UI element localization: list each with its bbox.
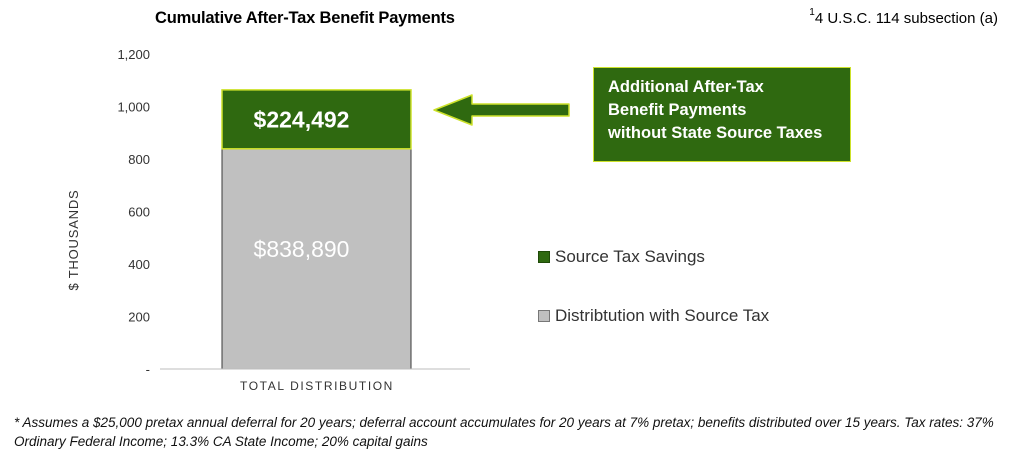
legend-item-distribution-with-tax: Distribtution with Source Tax [538,306,769,326]
bars: $838,890 $224,492 [221,89,412,370]
legend-swatch-green [538,251,550,263]
savings-callout: Additional After-Tax Benefit Payments wi… [593,67,851,162]
bar-segment-source-tax-savings [221,89,412,150]
data-label-savings: $224,492 [254,106,350,132]
bar-segment-distribution-with-tax [221,148,412,370]
reference-superscript: 1 [809,7,815,18]
y-tick-label: 600 [128,205,150,220]
y-tick-label: 400 [128,257,150,272]
data-label-distribution: $838,890 [254,236,350,262]
y-tick-label: - [146,362,150,377]
y-tick-label: 200 [128,310,150,325]
callout-line-1: Additional After-Tax [608,78,764,96]
y-axis-ticks: - 200 400 600 800 1,000 1,200 [117,47,150,377]
legend-label: Source Tax Savings [555,247,705,266]
callout-arrow [433,94,570,126]
callout-line-3: without State Source Taxes [608,124,823,142]
callout-line-2: Benefit Payments [608,101,747,119]
y-tick-label: 1,200 [117,47,150,62]
chart-title: Cumulative After-Tax Benefit Payments [155,9,455,27]
assumptions-footnote: * Assumes a $25,000 pretax annual deferr… [14,415,994,449]
legend-item-source-tax-savings: Source Tax Savings [538,247,705,267]
category-label: TOTAL DISTRIBUTION [240,379,394,393]
y-tick-label: 800 [128,152,150,167]
y-tick-label: 1,000 [117,100,150,115]
legend-swatch-gray [538,310,550,322]
legend-label: Distribtution with Source Tax [555,306,770,325]
reference-text: 4 U.S.C. 114 subsection (a) [814,10,998,27]
y-axis-title: $ THOUSANDS [66,189,81,290]
statute-reference: 14 U.S.C. 114 subsection (a) [809,7,998,27]
